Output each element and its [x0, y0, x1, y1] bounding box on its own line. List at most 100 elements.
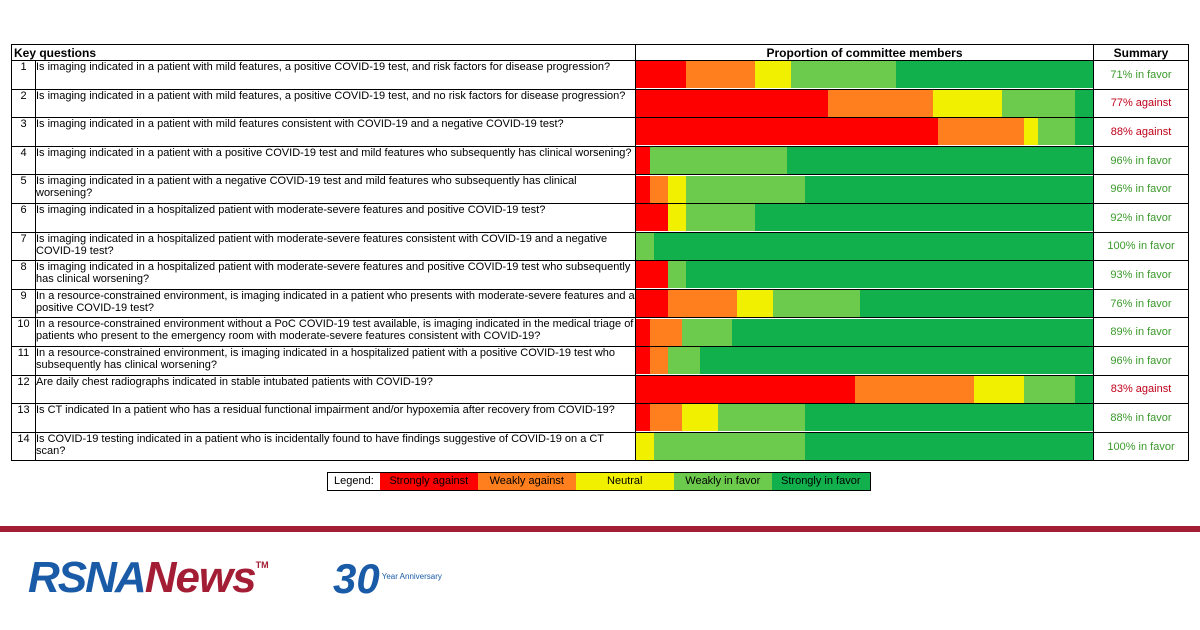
- question-number: 1: [11, 60, 36, 90]
- proportion-header: Proportion of committee members: [635, 44, 1094, 61]
- stacked-bar: [636, 175, 1093, 203]
- bar-segment-weakly-in-favor: [773, 290, 860, 318]
- question-text: In a resource-constrained environment, i…: [35, 288, 636, 319]
- question-number: 13: [11, 403, 36, 433]
- table-row: 1 Is imaging indicated in a patient with …: [11, 60, 1189, 90]
- logo-rsna-text: RSNA: [28, 553, 147, 602]
- summary-value: 88% against: [1093, 117, 1189, 147]
- legend-item-neutral: Neutral: [575, 473, 674, 490]
- question-number: 11: [11, 345, 36, 376]
- logo-trademark: TM: [255, 560, 269, 570]
- logo-news-text: News: [144, 553, 257, 602]
- anniversary-text: Year Anniversary: [381, 572, 442, 581]
- bar-segment-neutral: [1024, 118, 1039, 146]
- bar-segment-weakly-against: [649, 347, 668, 375]
- question-number: 2: [11, 88, 36, 119]
- stacked-bar: [636, 433, 1093, 461]
- bar-segment-weakly-in-favor: [667, 261, 687, 289]
- bar-segment-strongly-in-favor: [786, 147, 1093, 175]
- bar-segment-weakly-against: [937, 118, 1025, 146]
- legend-item-strongly-against: Strongly against: [379, 473, 478, 490]
- stacked-bar: [636, 61, 1093, 89]
- bar-segment-strongly-in-favor: [686, 261, 1093, 289]
- question-text: Is imaging indicated in a hospitalized p…: [35, 231, 636, 262]
- legend-title: Legend:: [328, 473, 380, 490]
- bar-segment-neutral: [736, 290, 774, 318]
- question-text: Is imaging indicated in a patient with a…: [35, 145, 636, 176]
- question-number: 10: [11, 317, 36, 347]
- bar-segment-weakly-against: [649, 175, 668, 203]
- question-text: Is imaging indicated in a patient with m…: [35, 88, 636, 119]
- anniversary-badge: 30 Year Anniversary: [333, 558, 442, 600]
- table-row: 4 Is imaging indicated in a patient with …: [11, 145, 1189, 176]
- proportion-cell: [635, 317, 1094, 347]
- proportion-cell: [635, 260, 1094, 290]
- bar-segment-neutral: [974, 375, 1025, 403]
- rsna-news-logo: RSNA News TM: [28, 556, 269, 600]
- bar-segment-strongly-against: [636, 61, 687, 89]
- stacked-bar: [636, 147, 1093, 175]
- question-text: Is imaging indicated in a hospitalized p…: [35, 202, 636, 233]
- table-row: 7 Is imaging indicated in a hospitalized …: [11, 231, 1189, 262]
- bar-segment-strongly-in-favor: [1074, 375, 1093, 403]
- summary-value: 93% in favor: [1093, 260, 1189, 290]
- proportion-cell: [635, 88, 1094, 119]
- proportion-cell: [635, 174, 1094, 204]
- table-row: 5 Is imaging indicated in a patient with …: [11, 174, 1189, 204]
- bar-segment-neutral: [681, 404, 719, 432]
- bar-segment-weakly-in-favor: [686, 204, 755, 232]
- bar-segment-strongly-against: [636, 290, 668, 318]
- summary-value: 77% against: [1093, 88, 1189, 119]
- table-row: 2 Is imaging indicated in a patient with …: [11, 88, 1189, 119]
- bar-segment-weakly-against: [649, 318, 682, 346]
- bar-segment-weakly-in-favor: [686, 175, 806, 203]
- key-questions-table: Key questions Proportion of committee me…: [11, 44, 1189, 462]
- bar-segment-weakly-against: [827, 89, 934, 117]
- table-body: 1 Is imaging indicated in a patient with …: [11, 60, 1189, 462]
- question-text: In a resource-constrained environment wi…: [35, 317, 636, 347]
- proportion-cell: [635, 60, 1094, 90]
- stacked-bar: [636, 347, 1093, 375]
- bar-segment-strongly-in-favor: [731, 318, 1093, 346]
- bar-segment-weakly-in-favor: [718, 404, 806, 432]
- bar-segment-weakly-against: [649, 404, 682, 432]
- proportion-cell: [635, 145, 1094, 176]
- table-row: 11 In a resource-constrained environment,…: [11, 345, 1189, 376]
- summary-value: 83% against: [1093, 374, 1189, 405]
- bar-segment-weakly-in-favor: [649, 147, 787, 175]
- bar-segment-weakly-in-favor: [1024, 375, 1075, 403]
- proportion-cell: [635, 403, 1094, 433]
- bar-segment-strongly-against: [636, 204, 668, 232]
- question-number: 7: [11, 231, 36, 262]
- bar-segment-weakly-in-favor: [681, 318, 732, 346]
- table-row: 3 Is imaging indicated in a patient with …: [11, 117, 1189, 147]
- question-text: Is CT indicated In a patient who has a r…: [35, 403, 636, 433]
- proportion-cell: [635, 288, 1094, 319]
- summary-value: 76% in favor: [1093, 288, 1189, 319]
- proportion-cell: [635, 231, 1094, 262]
- bar-segment-strongly-in-favor: [1074, 89, 1093, 117]
- bar-segment-weakly-against: [667, 290, 737, 318]
- bar-segment-strongly-against: [636, 261, 668, 289]
- legend-item-weakly-against: Weakly against: [477, 473, 576, 490]
- summary-value: 96% in favor: [1093, 345, 1189, 376]
- stacked-bar: [636, 204, 1093, 232]
- bar-segment-weakly-in-favor: [654, 433, 806, 461]
- question-text: Are daily chest radiographs indicated in…: [35, 374, 636, 405]
- footer-divider: [0, 526, 1200, 532]
- stacked-bar: [636, 118, 1093, 146]
- question-text: In a resource-constrained environment, i…: [35, 345, 636, 376]
- stacked-bar: [636, 318, 1093, 346]
- table-row: 9 In a resource-constrained environment, …: [11, 288, 1189, 319]
- question-text: Is imaging indicated in a patient with m…: [35, 117, 636, 147]
- stacked-bar: [636, 232, 1093, 260]
- summary-value: 71% in favor: [1093, 60, 1189, 90]
- bar-segment-strongly-in-favor: [754, 204, 1093, 232]
- question-text: Is imaging indicated in a patient with a…: [35, 174, 636, 204]
- summary-value: 100% in favor: [1093, 431, 1189, 462]
- table-row: 14 Is COVID-19 testing indicated in a pat…: [11, 431, 1189, 462]
- bar-segment-strongly-against: [636, 404, 650, 432]
- bar-segment-weakly-against: [686, 61, 755, 89]
- question-number: 14: [11, 431, 36, 462]
- question-number: 9: [11, 288, 36, 319]
